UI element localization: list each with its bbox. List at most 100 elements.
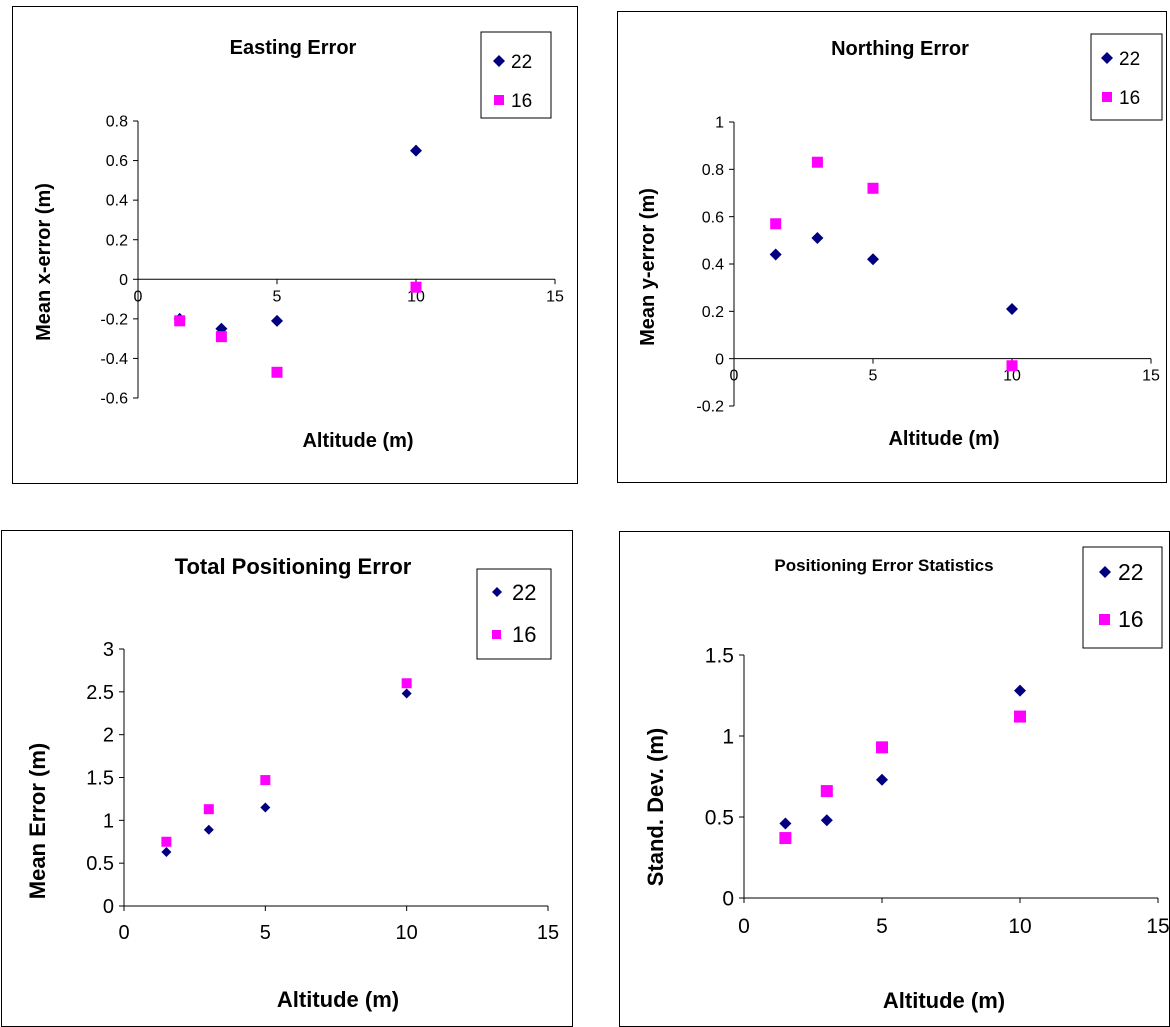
data-point-series-22 — [769, 248, 782, 261]
x-axis-label: Altitude (m) — [888, 428, 999, 450]
data-point-series-16 — [401, 678, 412, 689]
legend-label-22: 22 — [512, 580, 536, 605]
legend-label-22: 22 — [511, 52, 532, 73]
y-tick-label: 0.6 — [702, 209, 724, 226]
x-axis-label: Altitude (m) — [302, 430, 413, 452]
legend-marker-22 — [493, 55, 505, 67]
x-tick-label: 5 — [876, 915, 888, 938]
y-tick-label: 2.5 — [86, 682, 114, 704]
chart-positioning-error-statistics-svg: 0 0.5 1 1.5 0 5 10 15 Positioning Error Statist… — [643, 546, 1169, 1013]
y-tick-label: 0.2 — [702, 304, 724, 321]
x-tick-label: 5 — [869, 368, 878, 385]
x-axis-label: Altitude (m) — [277, 987, 399, 1012]
axes: 0 0.5 1 1.5 2 2.5 3 0 5 10 15 — [86, 639, 559, 944]
y-tick-label: 0.2 — [106, 232, 128, 249]
y-tick-label: -0.4 — [100, 351, 128, 368]
chart-easting-error: -0.6 -0.4 -0.2 0 0.2 0.4 0.6 0.8 0 5 10 15 Easting … — [12, 6, 578, 484]
x-tick-label: 15 — [1146, 915, 1169, 938]
legend-label-16: 16 — [511, 91, 532, 112]
y-tick-label: 0.4 — [702, 257, 724, 274]
data-point-series-16 — [174, 315, 186, 327]
data-point-series-22 — [161, 847, 172, 858]
x-tick-label: 10 — [1008, 915, 1031, 938]
legend-marker-16 — [492, 630, 501, 639]
x-tick-label: 10 — [396, 922, 418, 944]
y-tick-label: 0.8 — [106, 114, 128, 131]
y-axis-label: Mean y-error (m) — [637, 188, 659, 346]
legend-marker-22 — [492, 587, 502, 597]
chart-total-positioning-error: 0 0.5 1 1.5 2 2.5 3 0 5 10 15 Total Positioning Er… — [1, 530, 573, 1027]
y-tick-label: -0.2 — [696, 399, 724, 416]
x-tick-label: 0 — [730, 368, 739, 385]
x-tick-label: 5 — [260, 922, 271, 944]
data-point-series-16 — [1006, 360, 1018, 372]
y-tick-label: 1.5 — [705, 644, 734, 667]
x-tick-label: 10 — [1003, 368, 1021, 385]
y-tick-label: 0.4 — [106, 193, 128, 210]
data-points — [161, 678, 412, 858]
legend-marker-16 — [494, 95, 504, 105]
legend-marker-16 — [1102, 92, 1112, 102]
x-tick-label: 0 — [134, 288, 143, 305]
legend: 22 16 — [476, 568, 552, 660]
data-point-series-16 — [779, 832, 792, 845]
y-tick-label: 3 — [103, 639, 114, 661]
data-point-series-16 — [260, 775, 271, 786]
data-point-series-16 — [215, 331, 227, 343]
chart-title: Northing Error — [831, 38, 969, 60]
data-point-series-22 — [820, 814, 833, 827]
chart-total-positioning-error-svg: 0 0.5 1 1.5 2 2.5 3 0 5 10 15 Total Positioning Er… — [25, 554, 559, 1012]
data-point-series-16 — [161, 836, 172, 847]
data-point-series-22 — [1014, 684, 1026, 697]
y-tick-label: 0 — [103, 896, 114, 918]
data-point-series-22 — [203, 824, 214, 835]
legend-label-16: 16 — [1119, 88, 1140, 109]
y-tick-label: 0 — [119, 272, 128, 289]
data-point-series-16 — [867, 182, 879, 194]
x-axis-label: Altitude (m) — [883, 988, 1005, 1013]
data-points — [769, 156, 1018, 372]
data-point-series-16 — [770, 218, 782, 230]
data-point-series-22 — [410, 144, 422, 157]
x-tick-label: 0 — [738, 915, 750, 938]
data-point-series-16 — [410, 281, 422, 293]
data-point-series-22 — [401, 688, 412, 699]
x-tick-label: 0 — [118, 922, 129, 944]
data-point-series-16 — [203, 804, 214, 815]
legend-label-16: 16 — [512, 622, 536, 647]
x-tick-label: 15 — [546, 288, 564, 305]
y-tick-label: 1.5 — [86, 768, 114, 790]
data-point-series-22 — [779, 817, 792, 830]
data-point-series-22 — [811, 231, 824, 244]
legend-label-22: 22 — [1119, 49, 1140, 70]
y-tick-label: -0.6 — [100, 391, 128, 408]
x-tick-label: 15 — [537, 922, 559, 944]
legend: 22 16 — [480, 31, 552, 119]
x-tick-label: 5 — [273, 288, 282, 305]
data-point-series-16 — [1014, 710, 1026, 723]
chart-northing-error: -0.2 0 0.2 0.4 0.6 0.8 1 0 5 10 15 Northing Error … — [617, 11, 1167, 483]
y-tick-label: 0.6 — [106, 153, 128, 170]
axes: -0.6-0.4-0.200.20.40.60.80 5 10 15 — [100, 114, 564, 408]
data-point-series-16 — [811, 156, 823, 168]
data-points — [173, 144, 422, 378]
legend: 22 16 — [1090, 33, 1163, 121]
legend-label-22: 22 — [1118, 559, 1144, 585]
y-axis-label: Mean Error (m) — [25, 743, 50, 899]
data-points — [779, 684, 1026, 845]
data-point-series-22 — [867, 253, 879, 266]
y-tick-label: 1 — [722, 725, 734, 748]
chart-easting-error-svg: -0.6-0.4-0.200.20.40.60.80 5 10 15 Easting … — [33, 31, 564, 452]
y-tick-label: 0.8 — [702, 162, 724, 179]
y-tick-label: 0 — [722, 887, 734, 910]
data-point-series-22 — [1006, 302, 1018, 315]
y-axis-label: Mean x-error (m) — [33, 183, 55, 341]
y-tick-label: 1 — [103, 810, 114, 832]
y-tick-label: 0.5 — [705, 806, 734, 829]
y-tick-label: 0.5 — [86, 853, 114, 875]
data-point-series-16 — [876, 741, 888, 754]
chart-title: Easting Error — [230, 37, 357, 59]
y-tick-label: -0.2 — [100, 311, 128, 328]
y-tick-label: 1 — [715, 115, 724, 132]
chart-northing-error-svg: -0.200.20.40.60.810 5 10 15 Northing Error … — [637, 33, 1163, 450]
